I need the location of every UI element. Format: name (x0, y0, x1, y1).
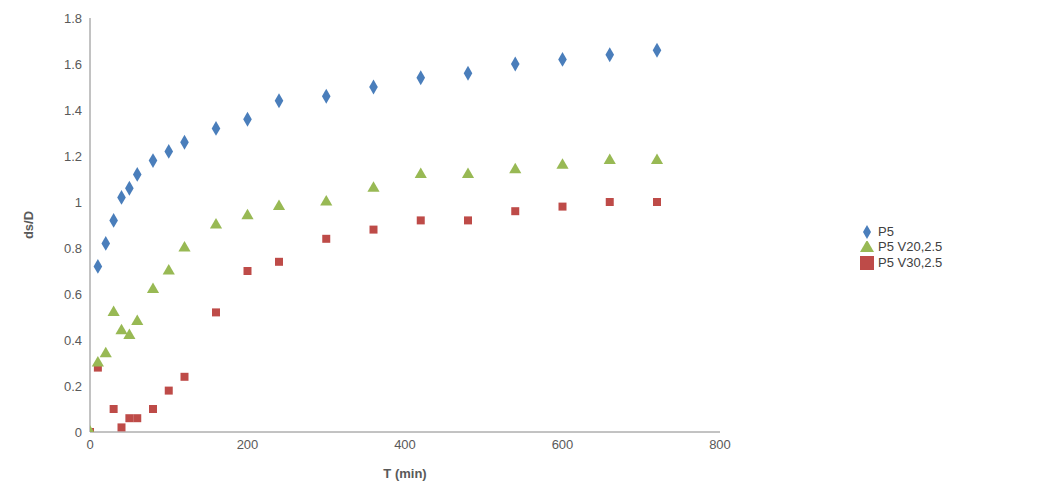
svg-text:1.6: 1.6 (64, 57, 82, 72)
svg-text:200: 200 (237, 437, 259, 452)
html-text:P5 V30,2.5: P5 V30,2.5 (878, 254, 943, 270)
svg-text:0.6: 0.6 (64, 287, 82, 302)
svg-text:ds/D: ds/D (21, 211, 36, 239)
svg-text:1: 1 (75, 195, 82, 210)
svg-text:1.4: 1.4 (64, 103, 82, 118)
svg-text:0.4: 0.4 (64, 333, 82, 348)
svg-text:0.2: 0.2 (64, 379, 82, 394)
svg-text:400: 400 (394, 437, 416, 452)
svg-text:0: 0 (86, 437, 93, 452)
svg-text:600: 600 (552, 437, 574, 452)
svg-text:0: 0 (75, 425, 82, 440)
svg-text:800: 800 (709, 437, 731, 452)
svg-text:1.8: 1.8 (64, 11, 82, 26)
svg-text:0.8: 0.8 (64, 241, 82, 256)
svg-text:T (min): T (min) (383, 466, 426, 481)
html-text:P5: P5 (878, 223, 894, 239)
html-text:P5 V20,2.5: P5 V20,2.5 (878, 239, 943, 255)
svg-text:1.2: 1.2 (64, 149, 82, 164)
